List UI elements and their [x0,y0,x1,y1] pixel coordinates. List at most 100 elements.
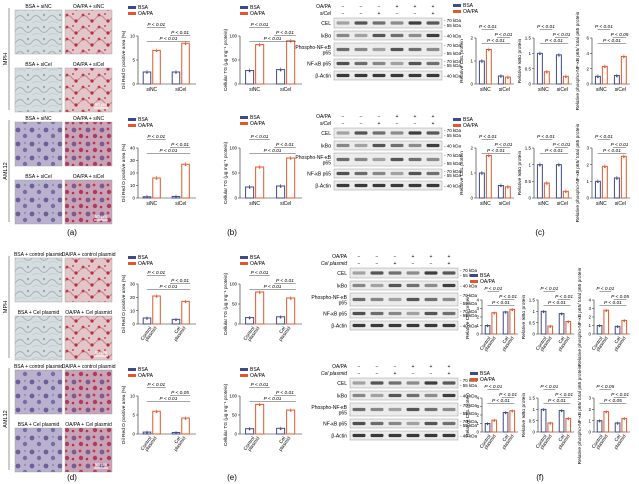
significance-label: P < 0.01 [276,390,294,396]
scale-bar-label: 50 μm [95,462,108,467]
blot-kda: - 70 kDa [460,293,478,298]
data-point [542,311,545,314]
y-tick-label: 1 [476,421,479,426]
data-point [604,166,606,169]
blot-band [408,73,422,78]
data-point [598,420,601,423]
blot-sign: + [414,114,417,120]
data-point [258,292,261,294]
y-tick-label: 0 [132,322,135,327]
blot-sign: + [432,121,435,127]
y-axis-label: Relative IκBα protein [517,38,523,83]
significance-label: P < 0.01 [171,30,189,36]
blot-band [406,297,420,302]
blot-band [352,323,366,328]
x-tick-label: siCel [280,201,291,207]
bar-bsa [502,411,509,433]
y-axis-label: Relative CEL protein [459,39,465,83]
blot-kda: - 70 kDa [444,18,462,23]
blot-band-label: β-Actin [331,324,347,330]
scale-bar-label: 50 μm [95,214,108,219]
data-point [504,312,507,314]
bar-bsa [594,180,601,199]
bar-bsa [478,60,485,85]
data-point [597,181,599,184]
significance-label: P < 0.01 [251,22,269,28]
data-point [175,196,177,199]
x-tick-label: siNC [596,87,607,93]
data-point [604,66,606,69]
data-point [558,164,560,167]
y-axis-label: Relative phospho-NF-κB p65/ total p65 pr… [577,267,583,366]
blot-band [426,73,440,78]
y-tick-label: 30 [130,282,136,287]
bar-oapa [620,155,627,199]
legend-swatch-oapa [470,378,478,381]
data-point [616,178,618,180]
x-tick-label: siCel [175,201,186,207]
blot-band [426,143,440,148]
y-tick-label: 1.5 [529,298,536,303]
legend-swatch-bsa [240,116,248,119]
blot-band-label: p65 [323,51,332,57]
bar-bsa [613,177,620,199]
y-tick-label: 2 [588,407,591,412]
significance-label: P < 0.01 [545,38,563,44]
blot-sign: − [396,121,399,127]
blot-band [372,157,386,162]
blot-membrane [349,430,459,441]
micrograph-panels: BSA + siNC OA/PA + siNC BSA + siCel OA/PA +… [3,4,116,473]
legend-label-oapa: OA/PA [250,373,266,379]
blot-sign: − [360,11,363,17]
legend-label-oapa: OA/PA [463,123,479,129]
blot-band [372,21,386,25]
micrograph-label: OA/PA + Cel plasmid [65,310,112,316]
blot-band [426,131,440,135]
blot-band [390,33,404,38]
data-point [279,317,282,319]
blot-kda: - 40 kDa [444,184,462,189]
bar-oapa [286,40,296,85]
blot-band [426,171,440,176]
blot-band [426,61,440,66]
micrograph-label: BSA + siNC [25,116,52,122]
micrograph-image [14,315,63,361]
panel-letter-b: (b) [227,228,237,237]
x-tick-label: siNC [596,201,607,207]
y-tick-label: 0 [470,196,473,201]
micrograph-label: OA/PA + siCel [73,62,104,68]
legend-swatch-oapa [470,280,478,283]
blot-band [354,21,368,25]
blot-membrane [333,180,443,191]
bar-oapa [152,49,161,85]
blot-band [336,33,350,38]
significance-label: P < 0.01 [251,134,269,140]
x-tick-label: siNC [480,201,491,207]
y-axis-label: Relative CEL protein [459,151,465,195]
y-axis-label: Oil Red O positive area (%) [121,143,127,202]
data-point [248,187,251,189]
blot-band-label: IκBα [337,284,347,290]
blot-band [424,323,438,328]
blot-band [424,433,438,438]
micrograph-image [14,369,63,415]
y-tick-label: 0 [132,432,135,437]
bar-bsa [536,52,543,85]
y-axis-label: Relative phospho-NF-κB p65/ total p65 pr… [577,365,583,464]
significance-label: P < 0.01 [160,36,178,42]
data-point [175,319,177,322]
bar-oapa [621,319,628,335]
data-point [546,71,548,74]
blot-sign: + [414,4,417,10]
blot-band [370,381,384,385]
legend-swatch-bsa [240,368,248,371]
blot-sign: + [430,364,433,370]
micrograph-image [64,257,113,303]
y-tick-label: 1 [588,323,591,328]
x-tick-label: siNC [538,87,549,93]
blot-sign: + [378,11,381,17]
blot-membrane [349,280,459,291]
legend-label-bsa: BSA [138,117,149,123]
y-tick-label: 2 [588,315,591,320]
